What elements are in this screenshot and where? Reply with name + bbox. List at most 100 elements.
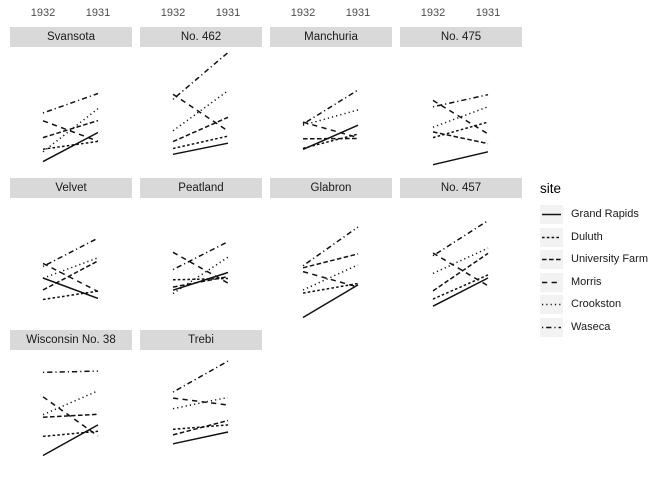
x-axis-top: 1932 1931 bbox=[140, 6, 262, 20]
series-line-waseca bbox=[172, 241, 229, 271]
series-line-duluth bbox=[42, 430, 99, 438]
series-line-university-farm bbox=[172, 419, 229, 436]
series-line-crookston bbox=[302, 264, 359, 291]
facet-title: Glabron bbox=[310, 182, 352, 194]
series-line-crookston bbox=[172, 90, 229, 132]
x-tick-label: 1932 bbox=[420, 7, 446, 19]
series-line-waseca bbox=[302, 226, 359, 267]
legend-entry-label: Crookston bbox=[571, 298, 622, 310]
series-line-university-farm bbox=[42, 260, 99, 291]
series-line-university-farm bbox=[302, 253, 359, 269]
facet-panel-no-475: No. 475 bbox=[400, 27, 522, 172]
legend-key bbox=[540, 272, 563, 292]
legend-entry-label: Grand Rapids bbox=[571, 208, 639, 220]
series-line-crookston bbox=[432, 106, 489, 128]
legend-entry-morris: Morris bbox=[538, 272, 668, 294]
legend-key bbox=[540, 227, 563, 247]
series-line-morris bbox=[302, 270, 359, 288]
facet-panel-velvet: Velvet bbox=[10, 178, 132, 323]
facet-strip: Svansota bbox=[10, 27, 132, 47]
series-line-university-farm bbox=[172, 116, 229, 143]
series-line-grand-rapids bbox=[42, 277, 99, 300]
series-line-waseca bbox=[42, 92, 99, 114]
series-line-grand-rapids bbox=[432, 277, 489, 307]
legend-key bbox=[540, 295, 563, 314]
series-line-morris bbox=[42, 262, 99, 293]
facet-strip: No. 475 bbox=[400, 27, 522, 47]
series-line-grand-rapids bbox=[172, 431, 229, 445]
legend-entry-crookston: Crookston bbox=[538, 294, 668, 316]
x-tick-label: 1932 bbox=[160, 7, 186, 19]
legend-key bbox=[540, 250, 563, 269]
legend-entry-label: Duluth bbox=[571, 230, 603, 243]
facet-plot-area bbox=[172, 360, 229, 445]
legend-entry-duluth: Duluth bbox=[538, 227, 668, 249]
series-line-grand-rapids bbox=[432, 151, 489, 166]
series-line-waseca bbox=[432, 93, 489, 108]
x-tick-label: 1931 bbox=[345, 7, 371, 19]
legend-entry-university-farm: University Farm bbox=[538, 249, 668, 271]
legend-key bbox=[540, 317, 563, 337]
series-line-grand-rapids bbox=[302, 124, 359, 151]
x-tick-label: 1931 bbox=[475, 7, 501, 19]
legend-title: site bbox=[540, 181, 562, 196]
facet-panel-wisconsin-no-38: Wisconsin No. 38 bbox=[10, 330, 132, 475]
series-line-morris bbox=[432, 252, 489, 287]
series-line-waseca bbox=[172, 51, 229, 100]
series-line-university-farm bbox=[432, 131, 489, 145]
series-line-grand-rapids bbox=[172, 142, 229, 156]
legend-entry-grand-rapids: Grand Rapids bbox=[538, 204, 668, 226]
series-line-duluth bbox=[172, 277, 229, 281]
facet-plot-area bbox=[42, 92, 99, 163]
series-line-waseca bbox=[302, 89, 359, 125]
facet-panel-peatland: Peatland bbox=[140, 178, 262, 323]
series-line-crookston bbox=[42, 257, 99, 279]
facet-panel-manchuria: Manchuria bbox=[270, 27, 392, 172]
facet-strip: Glabron bbox=[270, 178, 392, 198]
series-line-morris bbox=[302, 121, 359, 139]
facet-title: No. 457 bbox=[440, 182, 482, 194]
facet-strip: No. 457 bbox=[400, 178, 522, 198]
facet-strip: Wisconsin No. 38 bbox=[10, 330, 132, 350]
facet-plot-area bbox=[302, 89, 359, 151]
series-line-crookston bbox=[432, 247, 489, 275]
facet-strip: Manchuria bbox=[270, 27, 392, 47]
facet-title: Manchuria bbox=[304, 31, 358, 43]
series-line-morris bbox=[172, 251, 229, 284]
facet-plot-area bbox=[172, 241, 229, 295]
facet-panel-trebi: Trebi bbox=[140, 330, 262, 475]
facet-title: No. 475 bbox=[440, 31, 482, 43]
legend-key bbox=[540, 205, 563, 224]
series-line-morris bbox=[432, 99, 489, 135]
series-line-duluth bbox=[42, 140, 99, 150]
series-line-crookston bbox=[42, 108, 99, 153]
legend: site Grand Rapids Duluth University Farm Mo… bbox=[538, 181, 668, 337]
series-line-waseca bbox=[42, 237, 99, 268]
facet-title: Peatland bbox=[178, 182, 224, 194]
facet-title: No. 462 bbox=[180, 31, 222, 43]
facet-plot-area bbox=[432, 219, 489, 307]
facet-strip: Peatland bbox=[140, 178, 262, 198]
facet-plot-area bbox=[42, 237, 99, 301]
series-line-university-farm bbox=[432, 252, 489, 292]
series-line-grand-rapids bbox=[42, 424, 99, 457]
facet-strip: Trebi bbox=[140, 330, 262, 350]
facet-strip: Velvet bbox=[10, 178, 132, 198]
series-line-university-farm bbox=[42, 119, 99, 139]
facet-plot-area bbox=[302, 226, 359, 319]
series-line-waseca bbox=[42, 370, 99, 374]
series-line-morris bbox=[42, 396, 99, 437]
x-axis-top: 1932 1931 bbox=[270, 6, 392, 20]
series-line-grand-rapids bbox=[42, 131, 99, 163]
series-line-waseca bbox=[172, 360, 229, 393]
legend-entry-waseca: Waseca bbox=[538, 317, 668, 339]
series-line-crookston bbox=[302, 109, 359, 126]
x-tick-label: 1931 bbox=[215, 7, 241, 19]
facet-panel-no-462: No. 462 bbox=[140, 27, 262, 172]
facet-panel-no-457: No. 457 bbox=[400, 178, 522, 323]
facet-title: Velvet bbox=[55, 182, 87, 194]
legend-entry-label: University Farm bbox=[571, 253, 649, 265]
x-tick-label: 1931 bbox=[85, 7, 111, 19]
facet-panel-glabron: Glabron bbox=[270, 178, 392, 323]
series-line-waseca bbox=[432, 219, 489, 257]
